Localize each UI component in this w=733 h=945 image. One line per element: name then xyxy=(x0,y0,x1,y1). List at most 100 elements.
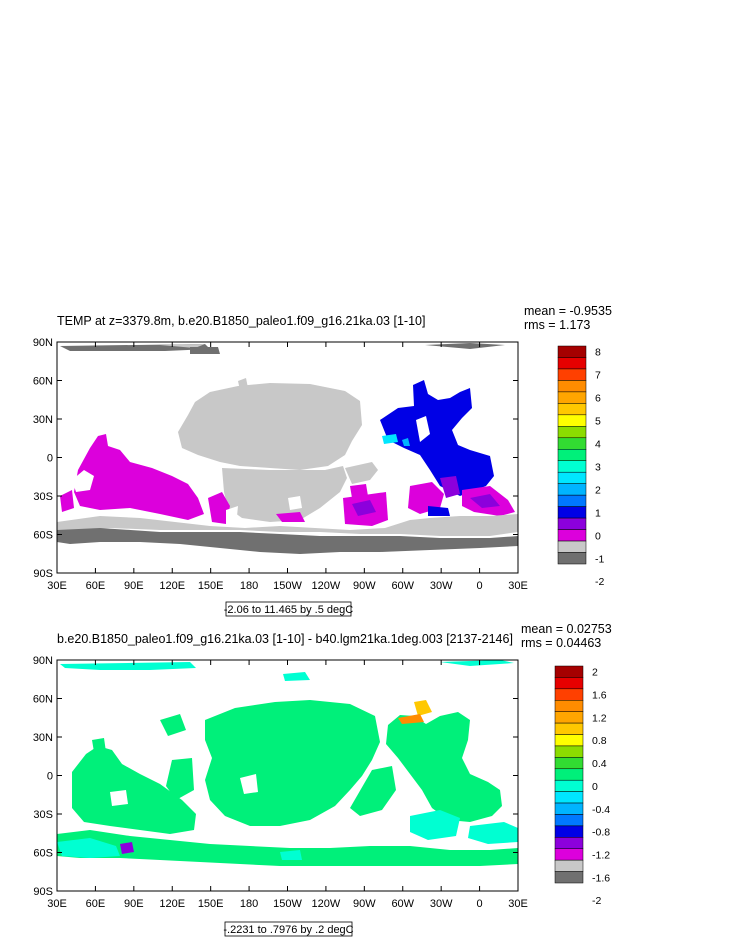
panel-2-mean: mean = 0.02753 xyxy=(521,622,612,636)
y-tick-label: 60S xyxy=(33,848,53,860)
colorbar-swatch xyxy=(554,700,584,712)
colorbar-swatch xyxy=(557,391,587,404)
colorbar-swatch xyxy=(557,368,587,381)
y-tick-label: 60S xyxy=(33,530,53,542)
x-tick-label: 30W xyxy=(430,580,453,592)
y-tick-label: 60N xyxy=(33,694,53,706)
panel-1-colorbar: 8 7 6 5 4 3 2 1 0 -1 -2 xyxy=(557,345,604,588)
colorbar-swatch xyxy=(554,859,584,872)
colorbar-label: 2 xyxy=(595,484,601,496)
y-tick-label: 30S xyxy=(33,809,53,821)
y-tick-label: 90N xyxy=(33,337,53,349)
colorbar-swatch xyxy=(557,471,587,484)
y-tick-label: 30N xyxy=(33,732,53,744)
panel-2-contour-info: -.2231 to .7976 by .2 degC xyxy=(223,924,353,936)
colorbar-label: -1.6 xyxy=(592,872,610,884)
colorbar-swatch xyxy=(554,848,584,861)
colorbar-swatch xyxy=(557,437,587,450)
panel-2-contour-info-box xyxy=(224,921,353,937)
colorbar-label: 7 xyxy=(595,370,601,382)
colorbar-swatch xyxy=(557,494,587,507)
panel-2: b.e20.B1850_paleo1.f09_g16.21ka.03 [1-10… xyxy=(33,622,612,937)
colorbar-swatch xyxy=(557,357,587,370)
colorbar-swatch xyxy=(554,688,584,701)
y-tick-label: 90S xyxy=(33,886,53,898)
y-tick-label: 0 xyxy=(47,771,53,783)
panel-1-field xyxy=(57,343,518,554)
panel-1-contour-info-box xyxy=(225,601,352,617)
x-tick-label: 30W xyxy=(430,898,453,910)
colorbar-label: 5 xyxy=(595,416,601,428)
x-tick-label: 0 xyxy=(477,898,483,910)
colorbar-swatch xyxy=(557,414,587,427)
colorbar-label: -1 xyxy=(595,553,604,565)
colorbar-swatch xyxy=(557,380,587,393)
panel-1-mean: mean = -0.9535 xyxy=(524,304,612,318)
colorbar-swatch xyxy=(557,403,587,416)
colorbar-label: 1.6 xyxy=(592,690,607,702)
colorbar-swatch xyxy=(557,540,587,553)
panel-1-contour-info: -2.06 to 11.465 by .5 degC xyxy=(224,604,353,616)
panel-2-rms: rms = 0.04463 xyxy=(521,636,601,650)
colorbar-swatch xyxy=(557,345,587,358)
colorbar-label: -2 xyxy=(595,576,604,588)
panel-2-colorbar: 2 1.6 1.2 0.8 0.4 0 -0.4 -0.8 -1.2 -1.6 -2 xyxy=(554,665,610,907)
colorbar-swatch xyxy=(554,825,584,838)
colorbar-swatch xyxy=(557,552,587,565)
colorbar-swatch xyxy=(557,460,587,473)
x-tick-label: 120E xyxy=(159,898,185,910)
y-tick-label: 30S xyxy=(33,491,53,503)
colorbar-swatch xyxy=(554,677,584,690)
x-tick-label: 60E xyxy=(86,580,106,592)
colorbar-swatch xyxy=(554,734,584,747)
x-tick-label: 120W xyxy=(312,580,341,592)
panel-2-y-ticks: 90N 60N 30N 0 30S 60S 90S xyxy=(33,655,518,898)
x-tick-label: 120E xyxy=(159,580,185,592)
y-tick-label: 90S xyxy=(33,568,53,580)
colorbar-label: 8 xyxy=(595,347,601,359)
colorbar-swatch xyxy=(554,711,584,724)
colorbar-label: 3 xyxy=(595,461,601,473)
colorbar-swatch xyxy=(554,768,584,781)
x-tick-label: 90E xyxy=(124,580,144,592)
x-tick-label: 90W xyxy=(353,898,376,910)
colorbar-swatch xyxy=(557,529,587,542)
colorbar-label: 4 xyxy=(595,439,601,451)
colorbar-swatch xyxy=(554,665,584,678)
x-tick-label: 150E xyxy=(198,898,224,910)
panel-1-rms: rms = 1.173 xyxy=(524,318,590,332)
x-tick-label: 150W xyxy=(273,898,302,910)
x-tick-label: 60E xyxy=(86,898,106,910)
y-tick-label: 60N xyxy=(33,376,53,388)
colorbar-swatch xyxy=(557,506,587,519)
colorbar-swatch xyxy=(554,791,584,804)
x-tick-label: 30E xyxy=(47,580,67,592)
colorbar-label: 2 xyxy=(592,667,598,679)
colorbar-swatch xyxy=(554,779,584,792)
colorbar-swatch xyxy=(554,871,584,884)
x-tick-label: 30E xyxy=(508,580,528,592)
colorbar-swatch xyxy=(557,483,587,496)
x-tick-label: 180 xyxy=(240,580,258,592)
colorbar-swatch xyxy=(554,837,584,849)
x-tick-label: 30E xyxy=(47,898,67,910)
panel-2-title: b.e20.B1850_paleo1.f09_g16.21ka.03 [1-10… xyxy=(57,632,513,646)
colorbar-label: -2 xyxy=(592,895,601,907)
panel-2-x-ticks: 30E 60E 90E 120E 150E 180 150W 120W 90W 60W 30W 0 30… xyxy=(47,660,528,910)
colorbar-label: 0.8 xyxy=(592,735,607,747)
x-tick-label: 180 xyxy=(240,898,258,910)
colorbar-swatch xyxy=(554,802,584,815)
colorbar-label: 1 xyxy=(595,507,601,519)
colorbar-label: 0 xyxy=(595,530,601,542)
panel-2-field xyxy=(57,660,518,866)
x-tick-label: 30E xyxy=(508,898,528,910)
colorbar-label: 0.4 xyxy=(592,758,607,770)
x-tick-label: 90W xyxy=(353,580,376,592)
y-tick-label: 30N xyxy=(33,414,53,426)
x-tick-label: 150E xyxy=(198,580,224,592)
panel-1-title: TEMP at z=3379.8m, b.e20.B1850_paleo1.f0… xyxy=(57,314,425,328)
x-tick-label: 60W xyxy=(391,898,414,910)
colorbar-swatch xyxy=(557,517,587,530)
x-tick-label: 60W xyxy=(391,580,414,592)
y-tick-label: 0 xyxy=(47,453,53,465)
